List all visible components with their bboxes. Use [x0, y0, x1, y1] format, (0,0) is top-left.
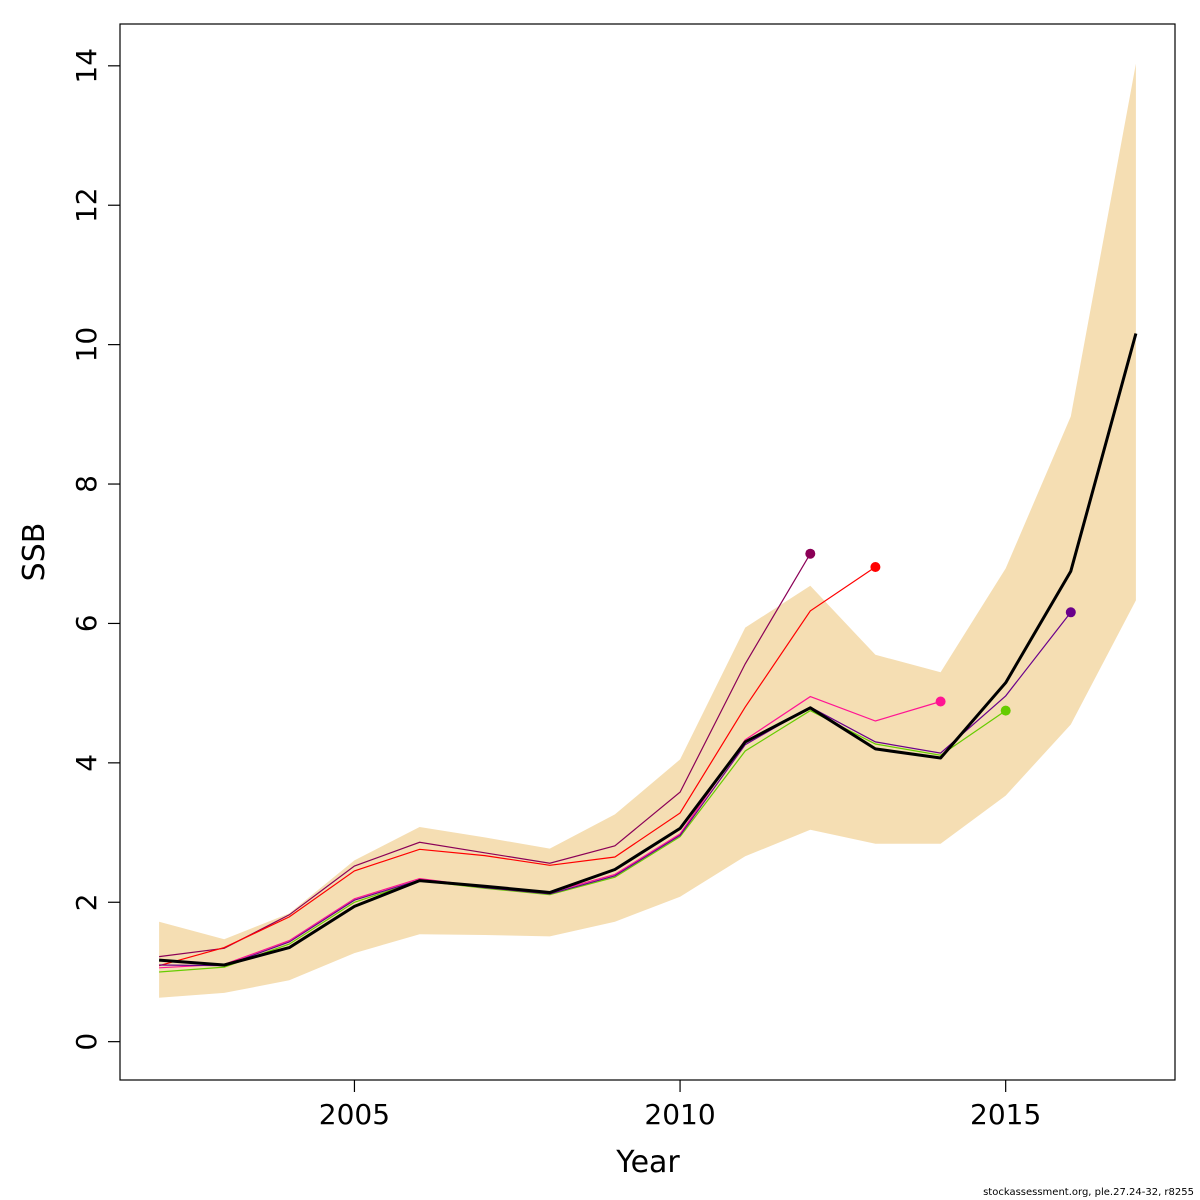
x-tick-label-2010: 2010: [644, 1098, 715, 1131]
retro-series-line-4: [159, 709, 1007, 973]
x-axis-title: Year: [615, 1145, 680, 1180]
retrospective-series-layer: [158, 548, 1076, 973]
x-axis: 2005 2010 2015: [319, 1080, 1041, 1131]
y-axis-title: SSB: [17, 523, 52, 582]
plot-frame: [119, 23, 1176, 1081]
retro-series-line-1: [159, 553, 811, 958]
y-tick-label-6: 6: [70, 614, 103, 632]
confidence-band: [159, 63, 1136, 998]
retro-series-endpoint-2: [870, 562, 881, 572]
x-tick-label-2005: 2005: [319, 1098, 390, 1131]
main-series-layer: [158, 333, 1138, 967]
main-series-line: [158, 333, 1138, 967]
y-tick-label-12: 12: [70, 187, 103, 223]
retro-series-line-2: [158, 566, 876, 967]
retro-series-endpoint-5: [1065, 607, 1076, 618]
y-tick-label-4: 4: [70, 754, 103, 772]
y-tick-label-8: 8: [70, 475, 103, 493]
retro-series-endpoint-1: [805, 548, 816, 559]
y-tick-label-14: 14: [70, 48, 103, 84]
retro-series-line-5: [159, 611, 1072, 967]
y-tick-label-10: 10: [70, 327, 103, 363]
y-tick-label-2: 2: [70, 893, 103, 911]
y-axis: 0 2 4 6 8 10 12 14: [70, 48, 120, 1051]
retro-series-endpoint-4: [1000, 705, 1011, 716]
retro-series-endpoint-3: [935, 696, 946, 707]
confidence-band-layer: [159, 63, 1136, 998]
footer-note: stockassessment.org, ple.27.24-32, r8255: [983, 1187, 1194, 1198]
x-tick-label-2015: 2015: [970, 1098, 1041, 1131]
y-tick-label-0: 0: [70, 1033, 103, 1051]
